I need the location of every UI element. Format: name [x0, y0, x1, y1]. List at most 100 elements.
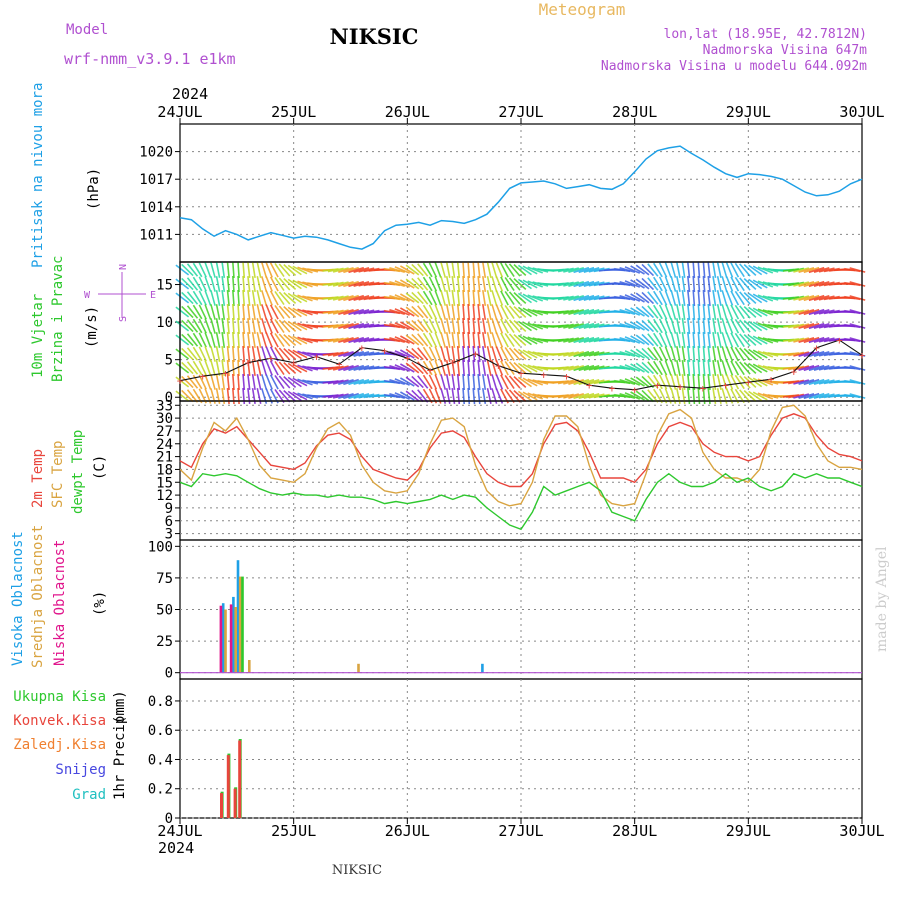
- wind-barb: [338, 337, 354, 343]
- temp-ylabel-3: dewpt Temp: [70, 430, 86, 514]
- y-tick-label: 0: [165, 666, 173, 682]
- wind-barb: [757, 364, 774, 372]
- wind-barb: [256, 262, 262, 278]
- wind-barb: [517, 376, 532, 388]
- wind-barb: [798, 281, 815, 287]
- wind-barb: [664, 304, 672, 320]
- wind-barb: [813, 295, 830, 301]
- wind-gust-marker: +: [449, 357, 456, 370]
- y-tick-label: 1014: [139, 200, 173, 216]
- wind-barb: [247, 304, 251, 320]
- wind-barb: [573, 336, 590, 344]
- wind-barb: [269, 318, 279, 334]
- y-tick-label: 18: [156, 462, 173, 478]
- y-tick-label: 1017: [139, 172, 173, 188]
- wind-barb: [462, 289, 465, 307]
- wind-barb: [292, 377, 308, 387]
- wind-barb: [210, 262, 216, 278]
- wind-barb: [563, 281, 579, 287]
- wind-barb: [803, 336, 820, 344]
- wind-barb: [175, 264, 190, 276]
- wind-barb: [743, 292, 757, 304]
- wind-barb: [394, 308, 410, 316]
- wind-barb: [849, 379, 866, 385]
- precip-legend-conv: Konvek.Kisa: [13, 713, 106, 729]
- wind-barb: [327, 323, 344, 329]
- wind-barb: [676, 276, 681, 292]
- wind-barb: [578, 336, 595, 344]
- wind-barb: [283, 278, 297, 290]
- wind-barb: [462, 275, 465, 293]
- y-tick-label: 12: [156, 488, 173, 504]
- wind-barb: [445, 360, 451, 376]
- wind-barb: [486, 346, 492, 362]
- wind-barb: [462, 261, 465, 279]
- wind-barb: [204, 346, 212, 362]
- wind-barb: [641, 277, 655, 291]
- wind-barb: [486, 360, 492, 376]
- wind-barb: [283, 362, 297, 374]
- wind-barb: [707, 303, 711, 321]
- wind-barb: [707, 275, 711, 293]
- wind-barb: [508, 389, 521, 403]
- wind-barb: [557, 309, 574, 315]
- wind-barb: [573, 392, 590, 400]
- wind-barb: [215, 374, 221, 390]
- y-tick-label: 9: [165, 501, 173, 517]
- wind-barb: [721, 360, 728, 376]
- wind-barb: [411, 263, 424, 277]
- wind-barb: [568, 267, 585, 273]
- wind-barb: [681, 331, 686, 349]
- wind-barb: [712, 303, 717, 321]
- wind-barb: [495, 374, 504, 390]
- wind-barb: [573, 322, 590, 330]
- wind-barb: [358, 365, 375, 371]
- wind-barb: [578, 322, 595, 330]
- wind-barb: [232, 373, 235, 391]
- wind-barb: [687, 289, 691, 307]
- wind-barb: [445, 304, 451, 320]
- wind-barb: [730, 332, 740, 348]
- wind-barb: [451, 345, 456, 363]
- wind-barb: [573, 266, 590, 274]
- wind-barb: [619, 323, 636, 329]
- wind-barb: [456, 303, 461, 321]
- wind-gust-marker: +: [359, 342, 366, 355]
- wind-ylabel-2: Brzina i Pravac: [50, 256, 66, 382]
- wind-barb: [256, 346, 262, 362]
- wind-barb: [658, 304, 668, 320]
- wind-barb: [495, 276, 504, 292]
- wind-barb: [697, 317, 701, 335]
- wind-barb: [472, 261, 476, 279]
- wind-barb: [389, 267, 406, 273]
- footer-station: NIKSIC: [332, 863, 382, 878]
- wind-barb: [292, 293, 308, 303]
- wind-barb: [716, 374, 722, 390]
- wind-barb: [394, 336, 410, 344]
- wind-barb: [588, 351, 605, 357]
- wind-barb: [400, 265, 415, 275]
- wind-barb: [210, 374, 216, 390]
- wind-barb: [508, 375, 521, 389]
- wind-barb: [283, 320, 297, 332]
- wind-barb: [261, 332, 268, 348]
- wind-barb: [226, 359, 230, 377]
- wind-barb: [338, 379, 354, 385]
- wind-barb: [808, 322, 825, 330]
- wind-barb: [658, 318, 668, 334]
- wind-barb: [445, 290, 451, 306]
- wind-gust-marker: +: [245, 357, 252, 370]
- wind-barb: [175, 376, 190, 388]
- wind-barb: [482, 345, 487, 363]
- wind-barb: [721, 276, 728, 292]
- cloud-bar: [234, 607, 237, 673]
- wind-barb: [748, 292, 763, 304]
- wind-barb: [348, 322, 365, 330]
- credit-label: made by Angel: [874, 546, 890, 652]
- wind-barb: [630, 293, 645, 303]
- wind-barb: [818, 309, 835, 315]
- wind-barb: [500, 346, 509, 362]
- wind-barb: [405, 306, 420, 318]
- wind-barb: [247, 332, 251, 348]
- wind-barb: [653, 290, 663, 306]
